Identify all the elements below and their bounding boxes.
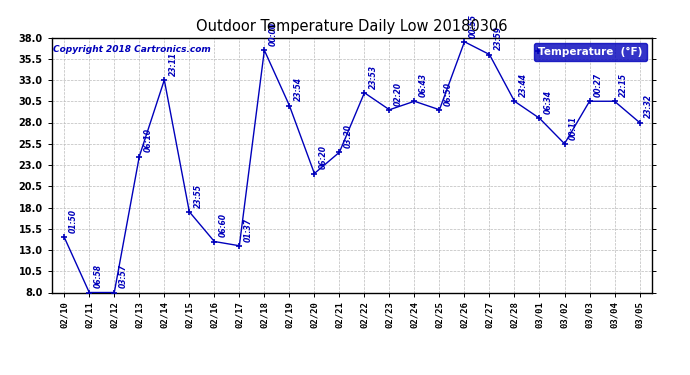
Text: 23:11: 23:11 [168,52,177,76]
Temperature  (°F) [485,52,493,57]
Temperature  (°F) [235,243,244,248]
Text: 06:20: 06:20 [319,146,328,170]
Temperature  (°F) [560,141,569,146]
Title: Outdoor Temperature Daily Low 20180306: Outdoor Temperature Daily Low 20180306 [196,18,508,33]
Text: 03:20: 03:20 [344,124,353,148]
Legend: Temperature  (°F): Temperature (°F) [534,43,647,61]
Temperature  (°F) [411,99,419,104]
Temperature  (°F) [60,235,68,240]
Text: 00:00: 00:00 [268,22,277,46]
Text: 23:54: 23:54 [293,77,302,101]
Temperature  (°F) [110,290,119,295]
Text: 03:57: 03:57 [119,264,128,288]
Temperature  (°F) [635,120,644,125]
Text: 00:27: 00:27 [593,73,602,97]
Temperature  (°F) [160,78,168,82]
Text: 23:32: 23:32 [644,94,653,118]
Text: 06:58: 06:58 [93,264,102,288]
Temperature  (°F) [360,90,368,95]
Temperature  (°F) [185,210,193,214]
Text: 06:60: 06:60 [219,213,228,237]
Text: 23:59: 23:59 [493,26,502,50]
Text: 06:34: 06:34 [544,90,553,114]
Text: 06:43: 06:43 [419,73,428,97]
Text: 00:11: 00:11 [569,116,578,140]
Text: 23:53: 23:53 [368,64,377,88]
Temperature  (°F) [135,154,144,159]
Temperature  (°F) [611,99,619,104]
Temperature  (°F) [535,116,544,120]
Text: 01:50: 01:50 [68,209,77,233]
Text: 23:55: 23:55 [193,184,202,208]
Temperature  (°F) [210,239,219,244]
Temperature  (°F) [285,103,293,108]
Text: 06:10: 06:10 [144,128,152,152]
Temperature  (°F) [85,290,93,295]
Line: Temperature  (°F): Temperature (°F) [61,38,643,296]
Text: 02:20: 02:20 [393,82,402,106]
Text: 22:15: 22:15 [619,73,628,97]
Temperature  (°F) [511,99,519,104]
Text: 23:44: 23:44 [519,73,528,97]
Text: 06:50: 06:50 [444,82,453,106]
Text: Copyright 2018 Cartronics.com: Copyright 2018 Cartronics.com [53,45,210,54]
Temperature  (°F) [310,171,319,176]
Text: 01:37: 01:37 [244,217,253,242]
Text: 00:55: 00:55 [469,13,477,38]
Temperature  (°F) [435,108,444,112]
Temperature  (°F) [335,150,344,154]
Temperature  (°F) [585,99,593,104]
Temperature  (°F) [385,108,393,112]
Temperature  (°F) [460,39,469,44]
Temperature  (°F) [260,48,268,52]
